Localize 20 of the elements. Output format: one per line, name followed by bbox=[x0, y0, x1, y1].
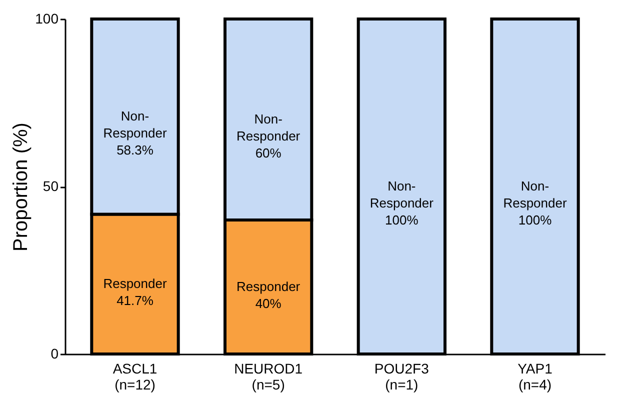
data-label: 58.3% bbox=[116, 142, 154, 158]
x-tick-label: POU2F3 (n=1) bbox=[374, 360, 430, 392]
y-axis-title: Proportion (%) bbox=[10, 122, 32, 252]
x-tick-label: ASCL1 (n=12) bbox=[112, 360, 158, 392]
data-label: 40% bbox=[255, 296, 282, 311]
text: Non-Responder bbox=[370, 178, 434, 210]
y-tick-label: 100 bbox=[35, 10, 59, 26]
data-label: 100% bbox=[518, 212, 552, 228]
text: Non-Responder bbox=[103, 108, 167, 141]
text: Non-Responder bbox=[503, 178, 567, 210]
data-label: 60% bbox=[255, 146, 282, 160]
text: Responder bbox=[103, 276, 167, 292]
data-label: 100% bbox=[385, 212, 419, 228]
x-tick-label: YAP1 (n=4) bbox=[518, 360, 553, 392]
x-tick-label: NEUROD1 (n=5) bbox=[234, 360, 303, 392]
y-tick-label: 0 bbox=[50, 346, 59, 362]
data-label: 41.7% bbox=[116, 293, 154, 308]
y-tick-label: 50 bbox=[42, 178, 59, 194]
series-label: Responder bbox=[236, 279, 301, 294]
series-label: Non-Responder bbox=[236, 112, 301, 144]
